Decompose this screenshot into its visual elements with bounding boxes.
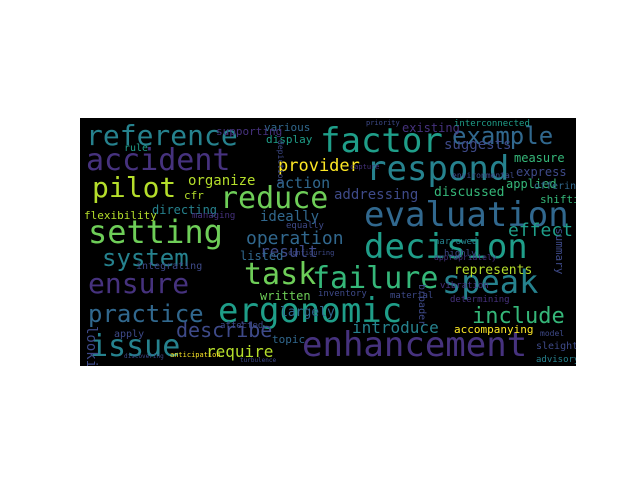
word: task [244, 257, 317, 292]
word: ergonomic [218, 291, 403, 331]
word: suggests [444, 137, 512, 153]
word: system [102, 244, 189, 272]
word: result [260, 242, 318, 261]
word: written [260, 289, 311, 303]
word: sleight [536, 341, 576, 352]
word: accompanying [454, 323, 534, 336]
word: discovering [124, 353, 164, 360]
word: reference [86, 119, 238, 152]
word: rule [124, 143, 149, 154]
word: turbulence [240, 357, 277, 364]
word: equally [286, 221, 324, 231]
word: express [516, 165, 567, 179]
word: discussed [434, 185, 505, 200]
word: introduce [352, 318, 439, 337]
word: represents [454, 263, 533, 278]
word: failure [312, 261, 439, 296]
word: factor [320, 121, 443, 161]
word: narrowed [434, 237, 478, 247]
word: organize [188, 173, 256, 189]
word: setting [88, 213, 223, 251]
word: evaluation [364, 195, 569, 235]
word: effect [508, 220, 574, 241]
word: example [452, 122, 554, 150]
word: practice [88, 300, 204, 328]
word: require [206, 342, 274, 361]
word: appropriately [434, 253, 497, 262]
word: provider [278, 156, 360, 176]
word: summary [553, 228, 566, 275]
word: looking [83, 326, 99, 366]
word: determining [450, 295, 510, 305]
word: addressing [334, 187, 419, 203]
word: issue [90, 329, 181, 364]
word: environmental [452, 171, 515, 180]
word: apply [114, 329, 145, 340]
word: display [266, 133, 313, 146]
word: applied [506, 177, 557, 191]
word: measure [514, 151, 565, 165]
word: depiction [276, 140, 285, 184]
word: interconnected [454, 119, 530, 129]
word: highly [444, 249, 477, 259]
word: action [276, 174, 331, 192]
word: include [472, 304, 565, 329]
word: reduce [220, 181, 329, 216]
word: accident [86, 143, 231, 178]
word-cloud: reference factor example accident respon… [80, 118, 576, 366]
word: capture [350, 163, 380, 171]
word: various [264, 121, 311, 134]
word: managing [192, 211, 236, 221]
word: existing [402, 121, 460, 135]
word: model [540, 329, 565, 338]
word: shifting [540, 193, 576, 206]
word: supporting [216, 125, 283, 138]
word: listed [240, 249, 284, 263]
word: speak [442, 263, 539, 301]
word: respond [366, 149, 510, 189]
word: affected [220, 321, 264, 331]
word: broader [416, 284, 427, 327]
word: ideally [260, 209, 320, 225]
word: flexibility [84, 209, 157, 222]
word: vibration [440, 281, 489, 291]
word: directing [152, 203, 218, 217]
word: operation [246, 228, 344, 249]
word: configuring [288, 249, 335, 257]
word: decision [364, 227, 528, 267]
word: material [390, 291, 434, 301]
word: enhancement [302, 325, 528, 365]
word: integrating [136, 261, 203, 272]
word: priority [366, 119, 400, 127]
word: cfr [184, 189, 204, 202]
word: topic [272, 333, 306, 346]
word: offering [534, 181, 576, 192]
word: ensure [88, 267, 190, 300]
word: pilot [92, 171, 177, 204]
word: inventory [318, 289, 367, 299]
word: anticipation [170, 351, 221, 359]
word: advisory [536, 355, 576, 365]
word: describe [176, 318, 273, 342]
word: largely [280, 305, 335, 320]
